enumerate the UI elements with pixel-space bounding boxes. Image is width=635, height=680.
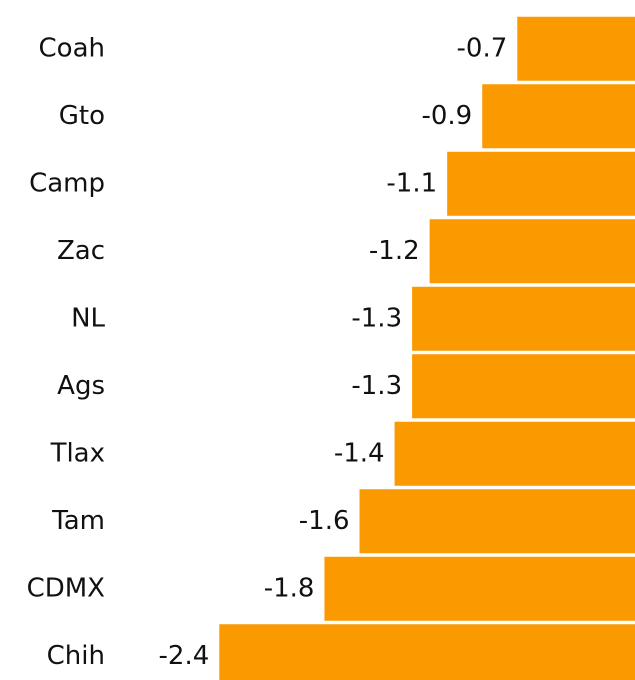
bar xyxy=(482,84,635,149)
category-label: Tam xyxy=(51,506,105,536)
bar xyxy=(412,354,635,419)
category-label: Gto xyxy=(59,101,105,131)
category-label: Coah xyxy=(39,33,105,63)
bar xyxy=(359,489,635,554)
category-label: Camp xyxy=(29,168,105,198)
category-label: CDMX xyxy=(27,573,105,603)
value-label: -1.3 xyxy=(351,371,402,401)
bar xyxy=(412,286,635,351)
category-label: Tlax xyxy=(50,438,105,468)
value-label: -1.3 xyxy=(351,303,402,333)
value-label: -1.6 xyxy=(299,506,350,536)
bar xyxy=(324,556,635,621)
category-label: NL xyxy=(71,303,105,333)
value-label: -1.8 xyxy=(264,573,315,603)
bar xyxy=(394,421,635,486)
bar xyxy=(219,624,635,680)
value-label: -2.4 xyxy=(159,641,210,671)
bar xyxy=(429,219,635,284)
value-label: -0.7 xyxy=(457,33,508,63)
category-label: Ags xyxy=(57,371,105,401)
bar xyxy=(447,151,635,216)
value-label: -0.9 xyxy=(421,101,472,131)
value-label: -1.4 xyxy=(334,438,385,468)
category-label: Chih xyxy=(47,641,105,671)
bar xyxy=(517,16,635,81)
value-label: -1.2 xyxy=(369,236,420,266)
value-label: -1.1 xyxy=(386,168,437,198)
category-label: Zac xyxy=(57,236,105,266)
